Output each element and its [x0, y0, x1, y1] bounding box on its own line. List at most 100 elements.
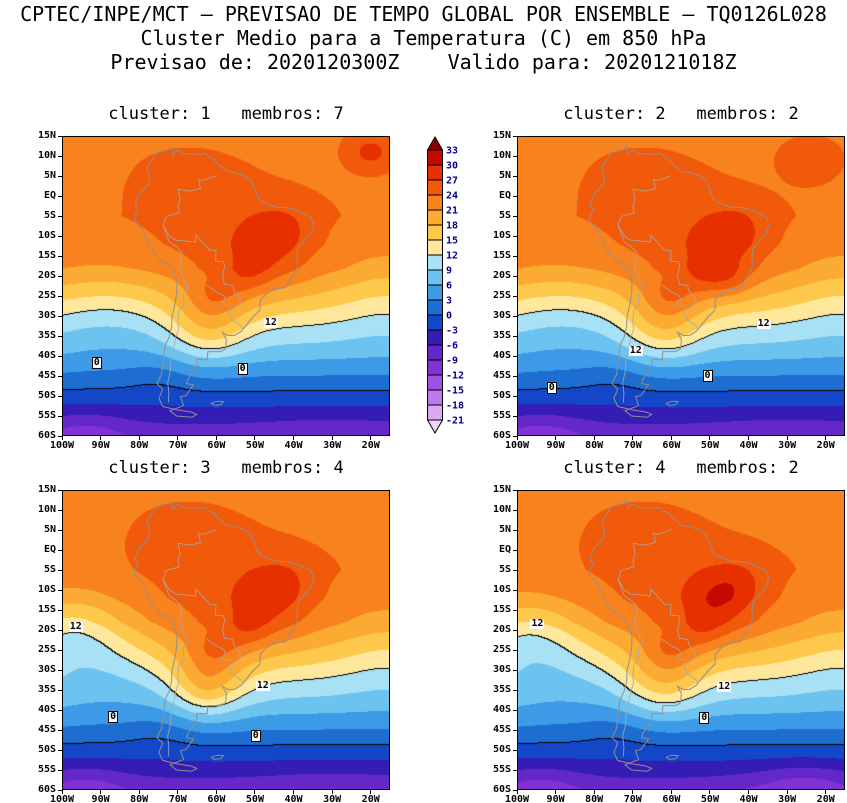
- lon-tick: [632, 436, 634, 440]
- colorbar-tick-label: -6: [446, 341, 458, 352]
- lat-tick: [513, 295, 517, 297]
- lat-tick: [58, 335, 62, 337]
- colorbar-box: [427, 254, 443, 271]
- lon-tick-label: 90W: [91, 794, 110, 803]
- lat-tick-label: 35S: [37, 684, 56, 695]
- chart-title: CPTEC/INPE/MCT — PREVISAO DE TEMPO GLOBA…: [20, 2, 827, 26]
- lat-tick-label: 55S: [492, 764, 511, 775]
- country-border-path: [162, 579, 183, 621]
- country-border-path: [617, 529, 698, 686]
- lat-tick: [58, 689, 62, 691]
- lat-tick: [58, 275, 62, 277]
- colorbar-box: [427, 404, 443, 421]
- lat-tick-label: 15S: [492, 250, 511, 261]
- panel-border: [517, 490, 845, 790]
- lat-tick: [58, 789, 62, 791]
- lat-tick: [513, 135, 517, 137]
- map-panel-cluster-4: 12 12 0 15N 10N 5N EQ 5S 10S 15S 20S 25S 30S 35S 40S 45…: [493, 485, 845, 803]
- lon-tick-label: 20W: [361, 440, 380, 451]
- lat-tick: [58, 395, 62, 397]
- lon-tick: [138, 436, 140, 440]
- lat-tick-label: 35S: [492, 684, 511, 695]
- coastline-path: [133, 499, 315, 772]
- country-border-path: [162, 225, 183, 267]
- contour-label-0: 0: [237, 362, 248, 375]
- lat-tick-label: 50S: [492, 390, 511, 401]
- lon-tick-label: 20W: [816, 794, 835, 803]
- lat-tick: [513, 275, 517, 277]
- country-border-path: [167, 266, 190, 403]
- lat-tick: [58, 315, 62, 317]
- colorbar-tick-label: -15: [446, 386, 464, 397]
- lat-tick: [58, 529, 62, 531]
- lon-tick-label: 70W: [168, 440, 187, 451]
- lon-tick-label: 50W: [245, 440, 264, 451]
- lon-tick: [593, 790, 595, 794]
- panel-border: [62, 490, 390, 790]
- colorbar-tick-label: 18: [446, 221, 458, 232]
- colorbar-box: [427, 389, 443, 406]
- panel-title-cluster-3: cluster: 3 membros: 4: [108, 458, 344, 478]
- lat-tick: [58, 649, 62, 651]
- island-path: [665, 754, 680, 760]
- lat-tick-label: 55S: [37, 410, 56, 421]
- lon-tick: [254, 790, 256, 794]
- lon-tick: [61, 790, 63, 794]
- lat-tick: [513, 609, 517, 611]
- contour-label-0: 0: [91, 356, 102, 369]
- lat-tick-label: 15N: [37, 130, 56, 141]
- map-panel-cluster-1: 12 0 0 15N 10N 5N EQ 5S 10S 15S 20S 25S 30S 35S 40S 45S…: [38, 131, 390, 451]
- island-path: [210, 400, 225, 406]
- lat-tick: [58, 235, 62, 237]
- lon-tick-label: 30W: [778, 794, 797, 803]
- colorbar-tick-label: -12: [446, 371, 464, 382]
- colorbar-box: [427, 374, 443, 391]
- map-overlay: [517, 136, 845, 436]
- lat-tick-label: 5N: [43, 524, 56, 535]
- lat-tick-label: 5S: [498, 210, 511, 221]
- lon-tick: [61, 436, 63, 440]
- lat-tick: [513, 215, 517, 217]
- lat-tick-label: 45S: [37, 724, 56, 735]
- lat-tick: [58, 155, 62, 157]
- lat-tick: [58, 509, 62, 511]
- lon-tick: [293, 790, 295, 794]
- coastline-path: [133, 145, 315, 418]
- lon-tick-label: 40W: [739, 794, 758, 803]
- lon-tick: [215, 790, 217, 794]
- lon-tick-label: 100W: [49, 794, 75, 803]
- lat-tick: [58, 375, 62, 377]
- lat-tick-label: 40S: [492, 350, 511, 361]
- lat-tick: [513, 689, 517, 691]
- temperature-field-cluster-3: [62, 490, 390, 790]
- lon-tick: [632, 790, 634, 794]
- colorbar-up-arrow: [426, 135, 444, 151]
- colorbar-tick-label: 33: [446, 146, 458, 157]
- lat-tick: [513, 629, 517, 631]
- lat-tick-label: 5S: [43, 564, 56, 575]
- lat-tick: [513, 255, 517, 257]
- country-border-path: [661, 638, 688, 661]
- lat-tick-label: 40S: [37, 704, 56, 715]
- lon-tick-label: 50W: [245, 794, 264, 803]
- contour-label-0: 0: [702, 370, 713, 382]
- lon-tick-label: 30W: [323, 794, 342, 803]
- lat-tick-label: EQ: [498, 544, 511, 555]
- lat-tick: [58, 295, 62, 297]
- lat-tick-label: 15S: [37, 250, 56, 261]
- lat-tick-label: 35S: [492, 330, 511, 341]
- contour-label-12: 12: [628, 345, 643, 356]
- country-border-path: [661, 284, 688, 307]
- colorbar-down-arrow: [426, 419, 444, 435]
- lat-tick: [513, 529, 517, 531]
- lat-tick: [513, 435, 517, 437]
- colorbar-tick-label: 15: [446, 236, 458, 247]
- lat-tick-label: 35S: [37, 330, 56, 341]
- lat-tick-label: 10N: [492, 504, 511, 515]
- lon-tick-label: 80W: [585, 440, 604, 451]
- lon-tick: [593, 436, 595, 440]
- colorbar-tick-label: 12: [446, 251, 458, 262]
- map-panel-cluster-3: 12 12 0 0 15N 10N 5N EQ 5S 10S 15S 20S 25S 30S 35S 40S 4…: [38, 485, 390, 803]
- colorbar-box: [427, 224, 443, 241]
